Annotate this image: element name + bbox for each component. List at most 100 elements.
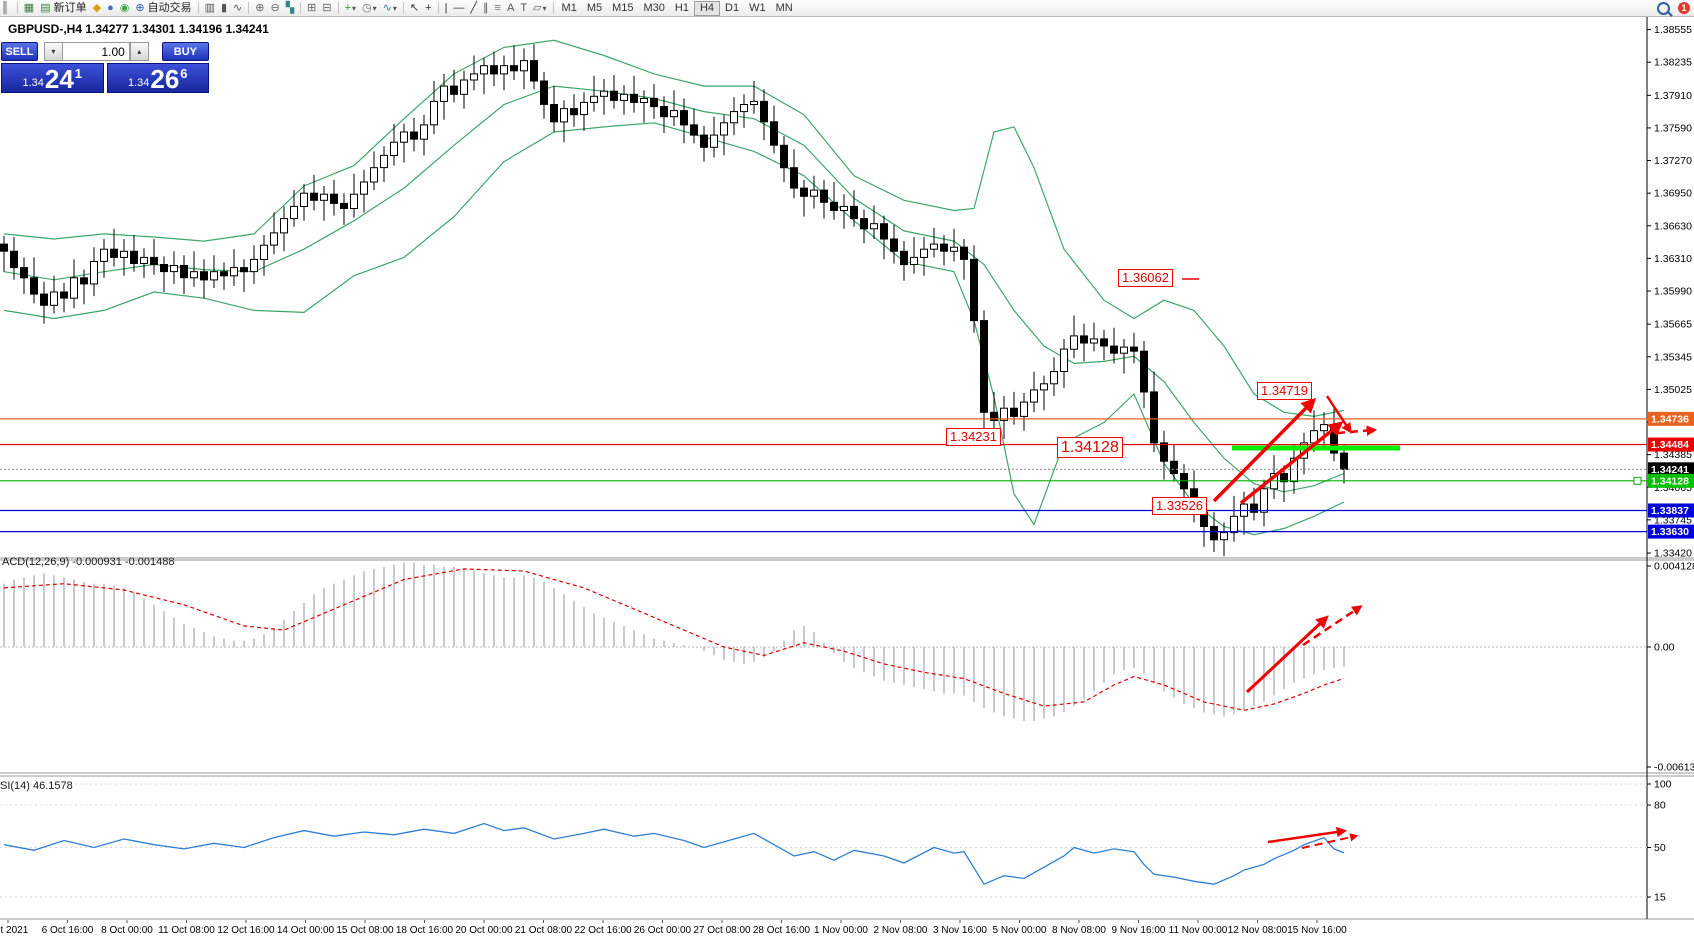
candle-body [110,248,118,258]
candle-body [470,73,478,81]
add-indicator-icon[interactable]: + ▾ [342,1,359,16]
market-watch-icon[interactable]: ● [104,1,117,16]
candle-body [650,97,658,108]
trend-arrow[interactable] [1212,397,1317,503]
candle-body [90,261,98,285]
ask-price-display[interactable]: 1.34 26 6 [106,63,209,93]
price-annotation-label[interactable]: 1.33526 [1152,497,1207,515]
candle-body [550,104,558,123]
candlestick-chart-icon[interactable]: ▮ [218,1,230,16]
fibonacci-tool-icon[interactable]: ≡ [492,1,504,16]
vertical-line-tool-icon[interactable]: | [442,1,451,16]
trend-arrow[interactable] [1267,826,1348,844]
price-annotation-label[interactable]: 1.34719 [1257,382,1312,400]
timeframe-button-m15[interactable]: M15 [612,1,634,14]
candle-body [1230,515,1238,534]
trend-arrow[interactable] [1325,395,1352,434]
candle-body [120,250,128,258]
signals-icon[interactable]: ◉ [117,1,133,16]
crosshair-tool-icon[interactable]: + [422,1,434,16]
macd-signal-line[interactable] [3,568,1345,711]
timeframe-button-h1[interactable]: H1 [674,1,689,14]
chart-template-icon[interactable]: ∿ ▾ [380,1,400,16]
time-axis-label: 11 Nov 00:00 [1169,925,1228,936]
zoom-in-icon[interactable]: ⊕ [252,1,267,16]
candle-body [1080,335,1088,344]
candle-body [940,243,948,252]
trend-arrow[interactable] [1301,833,1359,849]
sell-button[interactable]: SELL [1,42,38,61]
candle-body [290,205,298,220]
trend-arrow[interactable] [1245,615,1329,694]
profiles-icon[interactable]: ◆ [90,1,104,16]
candle-body [200,271,208,281]
dropdown-arrow-icon[interactable]: ▾ [352,3,357,13]
candle-body [300,192,308,207]
timeframe-button-d1[interactable]: D1 [725,1,740,14]
zoom-out-icon[interactable]: ⊖ [267,1,282,16]
cascade-windows-icon[interactable]: ⊞ [304,1,319,16]
ask-pip-digit: 6 [180,66,188,81]
notification-badge-icon[interactable]: 1 [1678,2,1690,14]
bollinger-upper-band[interactable] [3,39,1345,418]
candlestick-series [0,44,1348,557]
timeframe-button-mn[interactable]: MN [775,1,793,14]
toolbar-separator [402,2,404,14]
volume-increase-button[interactable]: ▴ [129,42,149,61]
timeframe-button-m5[interactable]: M5 [586,1,603,14]
period-clock-icon[interactable]: ◷ ▾ [359,1,380,16]
new-order-button[interactable]: ▤ 新订单 [37,1,89,16]
price-annotation-label[interactable]: 1.34128 [1057,437,1123,459]
dropdown-arrow-icon[interactable]: ▾ [392,3,397,13]
buy-button[interactable]: BUY [161,42,209,61]
arrange-windows-icon[interactable]: ⊟ [319,1,334,16]
trend-arrow[interactable] [1239,421,1344,505]
toolbar-edge-icon[interactable]: ▌ [0,1,14,16]
label-tool-icon[interactable]: T [517,1,530,16]
shapes-tool-icon[interactable]: ▱ ▾ [530,1,549,16]
auto-trading-button[interactable]: ⊕ 自动交易 [132,1,194,16]
price-annotation-label[interactable]: 1.34231 [946,428,1001,446]
bar-chart-icon[interactable]: ▥ [202,1,218,16]
line-chart-icon[interactable]: ∿ [230,1,245,16]
timeframe-button-m30[interactable]: M30 [643,1,665,14]
timeframe-button-w1[interactable]: W1 [749,1,766,14]
candle-body [820,189,828,203]
volume-input[interactable] [61,42,130,61]
trend-arrow[interactable] [1302,605,1363,647]
candle-body [450,85,458,95]
candle-body [1220,532,1228,541]
price-badge [1648,462,1694,477]
candle-body [680,110,688,126]
tile-windows-icon[interactable]: ▚ [283,1,297,16]
toolbar-edge-icon: ▌ [3,1,11,14]
line-drag-handle[interactable] [1633,476,1642,485]
trendline-tool-icon[interactable]: ╱ [467,1,480,16]
candle-body [1130,346,1138,352]
trend-arrow[interactable] [1336,425,1378,436]
macd-axis-label: 0.004128 [1654,561,1694,573]
channel-tool-icon[interactable]: ∥ [480,1,492,16]
dropdown-arrow-icon[interactable]: ▾ [542,3,547,13]
time-axis-label: 22 Oct 16:00 [574,925,632,936]
bid-price-display[interactable]: 1.34 24 1 [1,63,104,93]
bollinger-lower-band[interactable] [3,122,1345,536]
horizontal-line-tool-icon[interactable]: — [450,1,467,16]
candle-body [590,95,598,103]
text-tool-icon[interactable]: A [504,1,517,16]
time-axis-label: 9 Nov 16:00 [1112,925,1166,936]
dropdown-arrow-icon[interactable]: ▾ [372,3,377,13]
cursor-tool-icon[interactable]: ↖ [407,1,422,16]
timeframe-button-h4[interactable]: H4 [693,0,721,16]
time-axis-label: 27 Oct 08:00 [693,925,751,936]
new-chart-icon[interactable]: ▦ [21,1,37,16]
price-badge-value: 1.34736 [1651,413,1689,425]
timeframe-button-m1[interactable]: M1 [561,1,577,14]
price-annotation-label[interactable]: 1.36062 [1118,269,1173,287]
bollinger-middle-band[interactable] [3,85,1345,493]
volume-decrease-button[interactable]: ▾ [43,42,62,61]
rsi-line[interactable] [3,822,1345,886]
search-icon[interactable] [1657,1,1670,15]
candle-body [780,144,788,169]
